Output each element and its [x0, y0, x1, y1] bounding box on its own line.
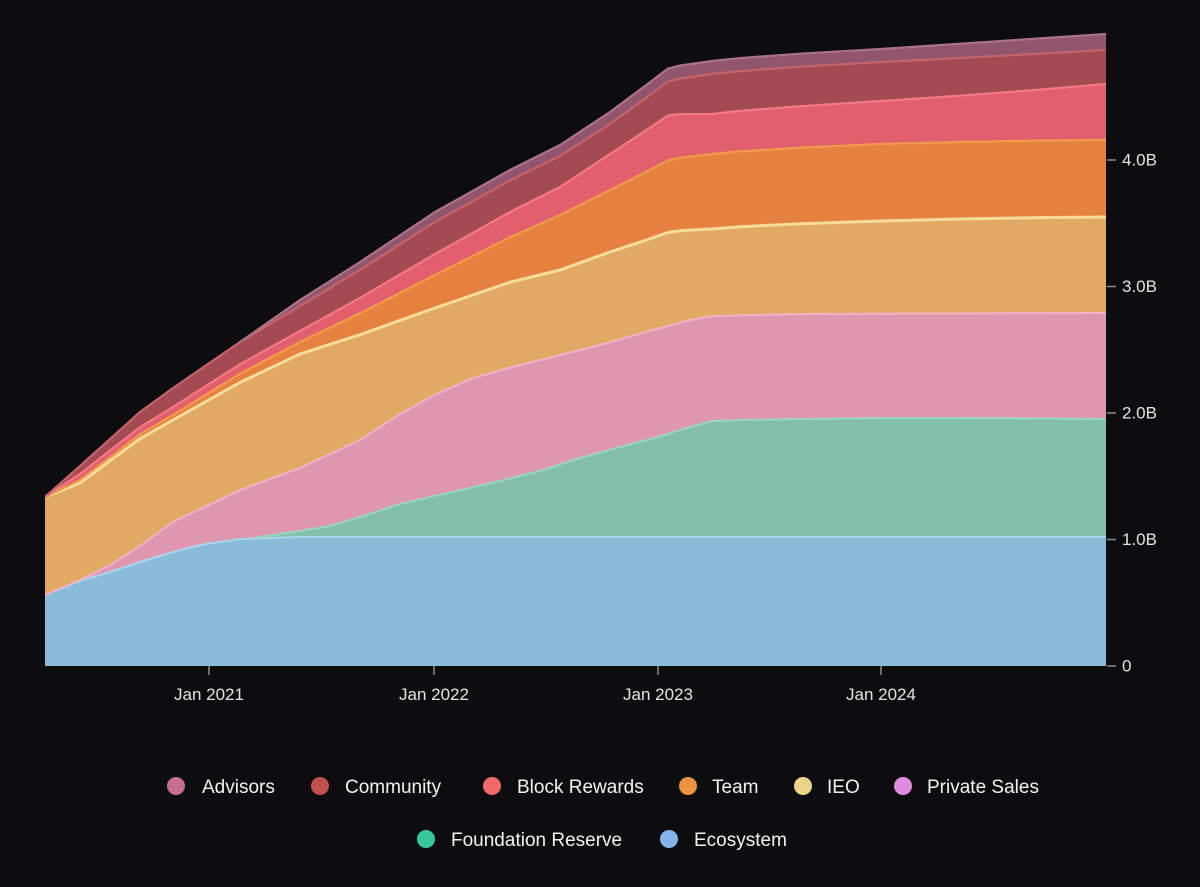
- svg-text:Jan 2023: Jan 2023: [623, 685, 693, 704]
- svg-text:Block Rewards: Block Rewards: [517, 777, 644, 798]
- svg-text:1.0B: 1.0B: [1122, 530, 1157, 549]
- svg-text:Advisors: Advisors: [202, 777, 275, 798]
- svg-text:Foundation Reserve: Foundation Reserve: [451, 830, 622, 851]
- svg-text:3.0B: 3.0B: [1122, 277, 1157, 296]
- svg-text:Ecosystem: Ecosystem: [694, 830, 787, 851]
- svg-text:4.0B: 4.0B: [1122, 151, 1157, 170]
- svg-text:Team: Team: [712, 777, 758, 798]
- svg-text:Private Sales: Private Sales: [927, 777, 1039, 798]
- svg-text:IEO: IEO: [827, 777, 860, 798]
- svg-text:Jan 2021: Jan 2021: [174, 685, 244, 704]
- svg-text:Community: Community: [345, 777, 442, 798]
- svg-text:Jan 2022: Jan 2022: [399, 685, 469, 704]
- svg-text:2.0B: 2.0B: [1122, 404, 1157, 423]
- svg-text:Jan 2024: Jan 2024: [846, 685, 916, 704]
- svg-text:0: 0: [1122, 657, 1131, 676]
